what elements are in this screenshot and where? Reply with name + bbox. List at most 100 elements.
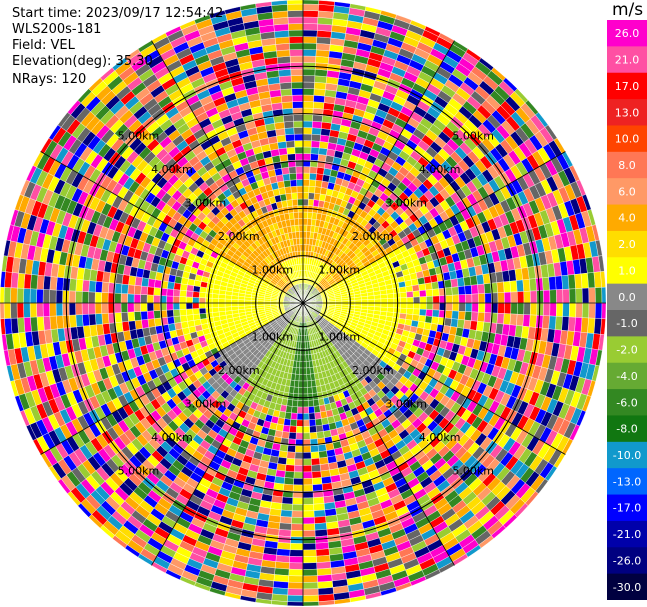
range-gate: [314, 75, 327, 84]
range-gate: [302, 367, 307, 375]
range-gate: [186, 290, 194, 298]
range-gate: [496, 313, 505, 325]
range-gate: [476, 274, 485, 285]
range-gate: [293, 478, 304, 486]
range-gate: [522, 314, 531, 327]
range-gate: [75, 279, 84, 292]
range-gate: [212, 311, 220, 318]
range-gate: [192, 313, 201, 321]
range-gate: [198, 307, 207, 315]
range-gate: [55, 289, 63, 304]
range-gate: [285, 457, 295, 466]
range-gate: [49, 276, 58, 291]
range-gate: [313, 95, 325, 103]
range-gate: [445, 310, 453, 319]
range-gate: [140, 311, 149, 321]
range-gate: [312, 121, 323, 129]
range-gate: [302, 42, 317, 50]
range-gate: [316, 431, 325, 439]
range-gate: [294, 380, 300, 388]
range-gate: [23, 273, 32, 289]
range-gate: [288, 575, 304, 583]
range-gate: [308, 192, 315, 200]
range-gate: [510, 291, 518, 304]
range-gate: [36, 302, 44, 318]
range-gate: [147, 286, 155, 296]
range-gate: [314, 82, 327, 90]
range-gate: [601, 286, 607, 304]
range-gate: [456, 277, 465, 287]
range-gate: [42, 302, 50, 317]
range-gate: [153, 287, 161, 296]
range-gate: [114, 302, 122, 314]
range-gate: [302, 601, 320, 607]
range-gate: [146, 294, 154, 304]
range-gate: [313, 399, 320, 407]
range-gate: [567, 316, 576, 332]
range-gate: [36, 274, 45, 290]
range-gate: [141, 277, 150, 287]
range-gate: [497, 292, 505, 304]
range-gate: [302, 465, 312, 473]
range-gate: [302, 75, 316, 83]
range-gate: [302, 575, 318, 583]
range-gate: [517, 291, 525, 304]
range-gate: [318, 147, 328, 156]
range-gate: [431, 316, 439, 325]
range-gate: [302, 179, 310, 187]
range-gate: [302, 523, 316, 531]
range-gate: [302, 88, 315, 96]
range-gate: [302, 101, 314, 109]
range-gate: [315, 56, 329, 64]
range-gate: [134, 285, 142, 295]
range-gate: [314, 411, 322, 420]
range-gate: [302, 588, 319, 596]
range-gate: [88, 291, 96, 304]
range-gate: [3, 302, 12, 319]
range-gate: [318, 593, 335, 602]
range-gate: [285, 464, 295, 472]
range-gate: [568, 302, 577, 318]
range-gate: [387, 302, 395, 308]
range-gate: [218, 302, 226, 308]
range-gate: [458, 294, 466, 304]
range-gate: [367, 295, 375, 300]
range-gate: [310, 445, 319, 453]
range-gate: [400, 302, 408, 309]
range-gate: [173, 309, 181, 317]
range-gate: [302, 192, 309, 200]
range-gate: [309, 425, 317, 433]
range-gate: [281, 496, 293, 505]
range-gate: [302, 231, 307, 239]
range-gate: [456, 319, 465, 329]
range-gate: [302, 133, 312, 141]
range-gate: [94, 302, 102, 315]
range-gate: [312, 477, 323, 485]
range-gate: [306, 367, 311, 375]
range-gate: [431, 281, 439, 290]
range-gate: [120, 302, 128, 313]
range-gate: [302, 400, 309, 408]
range-gate: [114, 292, 122, 304]
range-gate: [302, 380, 308, 388]
range-gate: [172, 296, 180, 304]
range-gate: [302, 504, 315, 512]
range-gate: [318, 4, 335, 13]
range-gate: [274, 476, 285, 485]
range-gate: [302, 146, 312, 154]
range-gate: [426, 302, 434, 310]
range-gate: [88, 280, 97, 293]
range-gate: [295, 432, 304, 440]
range-gate: [302, 23, 318, 31]
range-gate: [95, 281, 103, 293]
range-gate: [302, 49, 317, 57]
range-gate: [496, 281, 505, 293]
range-gate: [302, 218, 308, 226]
range-gate: [218, 298, 226, 304]
range-gate: [141, 319, 150, 329]
range-gate: [302, 562, 318, 570]
range-gate: [281, 503, 293, 511]
range-gate: [296, 426, 304, 434]
range-gate: [121, 312, 129, 323]
range-gate: [289, 419, 298, 427]
